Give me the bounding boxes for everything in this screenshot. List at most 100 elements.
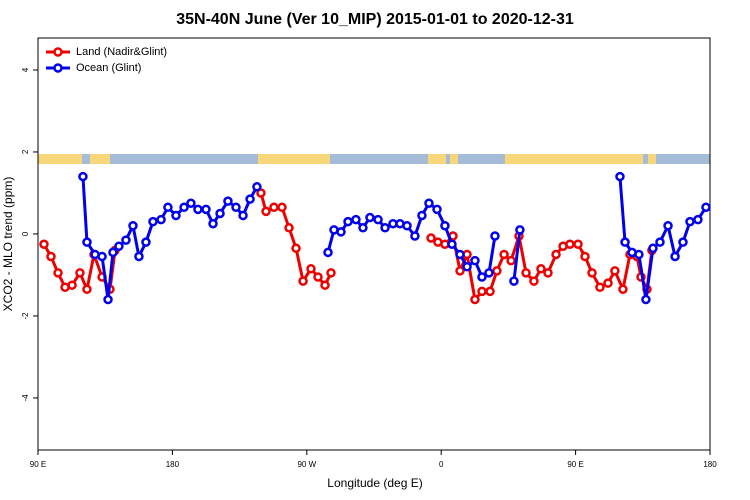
data-point	[618, 284, 628, 295]
x-tick-label: 0	[439, 460, 444, 469]
x-tick-label: 180	[703, 460, 717, 469]
data-point	[595, 282, 605, 292]
data-point	[477, 286, 487, 297]
legend-label: Ocean (Glint)	[76, 62, 141, 74]
land-band	[258, 154, 330, 164]
data-point	[193, 204, 203, 215]
data-point	[298, 276, 308, 286]
y-tick-label: 4	[21, 67, 30, 72]
data-point	[685, 216, 695, 227]
data-point	[67, 280, 77, 290]
series	[78, 171, 711, 305]
data-point	[506, 255, 516, 266]
data-point	[215, 208, 225, 219]
data-point	[440, 221, 450, 231]
data-point	[261, 206, 271, 217]
data-point	[82, 237, 92, 247]
x-tick-label: 90 E	[30, 460, 46, 469]
data-point	[245, 194, 255, 204]
y-tick-label: 2	[21, 149, 30, 154]
data-point	[163, 202, 173, 213]
data-point	[121, 235, 131, 245]
x-tick-label: 90 W	[297, 460, 316, 469]
data-point	[492, 266, 502, 276]
data-point	[693, 214, 703, 225]
data-point	[306, 264, 316, 274]
data-point	[410, 231, 420, 241]
data-point	[509, 276, 519, 286]
data-point	[208, 218, 218, 229]
data-point	[470, 255, 480, 266]
y-axis-label: XCO2 - MLO trend (ppm)	[1, 177, 15, 312]
data-point	[587, 268, 597, 278]
land-band	[428, 154, 446, 164]
data-point	[380, 223, 390, 233]
land-ocean-strip	[38, 154, 710, 164]
series	[39, 188, 657, 305]
land-band	[450, 154, 458, 164]
data-point	[320, 280, 330, 290]
data-point	[455, 266, 465, 276]
data-point	[402, 221, 412, 231]
data-point	[343, 216, 353, 227]
data-point	[470, 294, 480, 305]
chart-title: 35N-40N June (Ver 10_MIP) 2015-01-01 to …	[176, 11, 574, 28]
land-band	[38, 154, 82, 164]
data-point	[648, 243, 658, 254]
data-point	[326, 268, 336, 278]
data-point	[610, 266, 620, 276]
data-point	[580, 251, 590, 262]
data-point	[462, 262, 472, 272]
data-point	[291, 243, 301, 254]
data-point	[78, 171, 88, 182]
data-point	[603, 278, 613, 288]
data-point	[114, 241, 124, 252]
data-point	[701, 202, 711, 213]
data-point	[82, 284, 92, 295]
data-point	[490, 231, 500, 241]
data-point	[565, 239, 575, 249]
data-point	[313, 272, 323, 282]
data-point	[358, 223, 368, 233]
data-point	[655, 237, 665, 247]
data-point	[484, 268, 494, 278]
x-tick-label: 90 E	[567, 460, 583, 469]
data-point	[97, 251, 107, 262]
data-point	[634, 249, 644, 260]
data-point	[678, 237, 688, 247]
data-point	[551, 249, 561, 260]
data-point	[284, 223, 294, 233]
data-point	[543, 268, 553, 278]
data-point	[269, 202, 279, 213]
y-tick-label: 0	[21, 231, 30, 236]
data-point	[365, 212, 375, 223]
data-point	[663, 221, 673, 231]
data-point	[223, 196, 233, 206]
data-point	[128, 221, 138, 231]
data-point	[108, 247, 118, 258]
legend-marker	[53, 47, 63, 57]
data-point	[447, 239, 457, 249]
data-point	[424, 198, 434, 208]
data-point	[515, 225, 525, 235]
data-point	[201, 204, 211, 215]
data-point	[521, 268, 531, 278]
data-point	[373, 214, 383, 225]
data-point	[432, 204, 442, 215]
y-tick-label: -2	[21, 312, 30, 320]
data-point	[252, 182, 262, 192]
data-point	[171, 210, 181, 221]
data-point	[417, 210, 427, 221]
x-axis-label: Longitude (deg E)	[327, 476, 422, 490]
data-point	[336, 227, 346, 237]
x-tick-label: 180	[166, 460, 180, 469]
data-point	[485, 286, 495, 297]
data-point	[426, 233, 436, 243]
data-point	[134, 251, 144, 262]
data-point	[455, 249, 465, 260]
plot-frame	[37, 37, 711, 451]
data-point	[256, 188, 266, 198]
data-point	[529, 276, 539, 286]
data-point	[103, 294, 113, 305]
data-point	[536, 264, 546, 274]
